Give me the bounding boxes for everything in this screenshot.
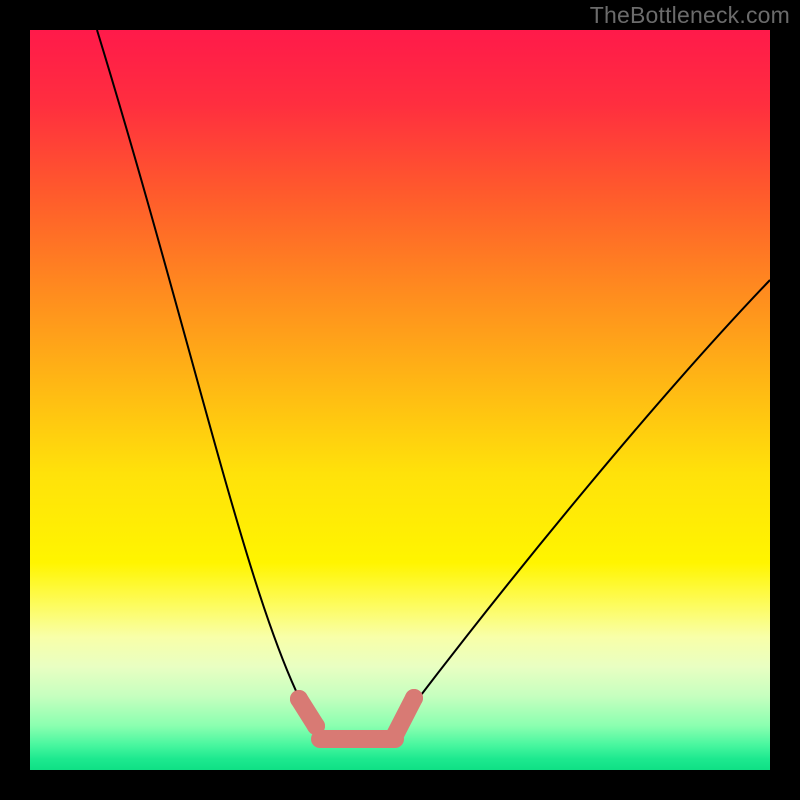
watermark-text: TheBottleneck.com: [590, 2, 790, 29]
bottleneck-chart: [0, 0, 800, 800]
chart-container: [0, 0, 800, 800]
